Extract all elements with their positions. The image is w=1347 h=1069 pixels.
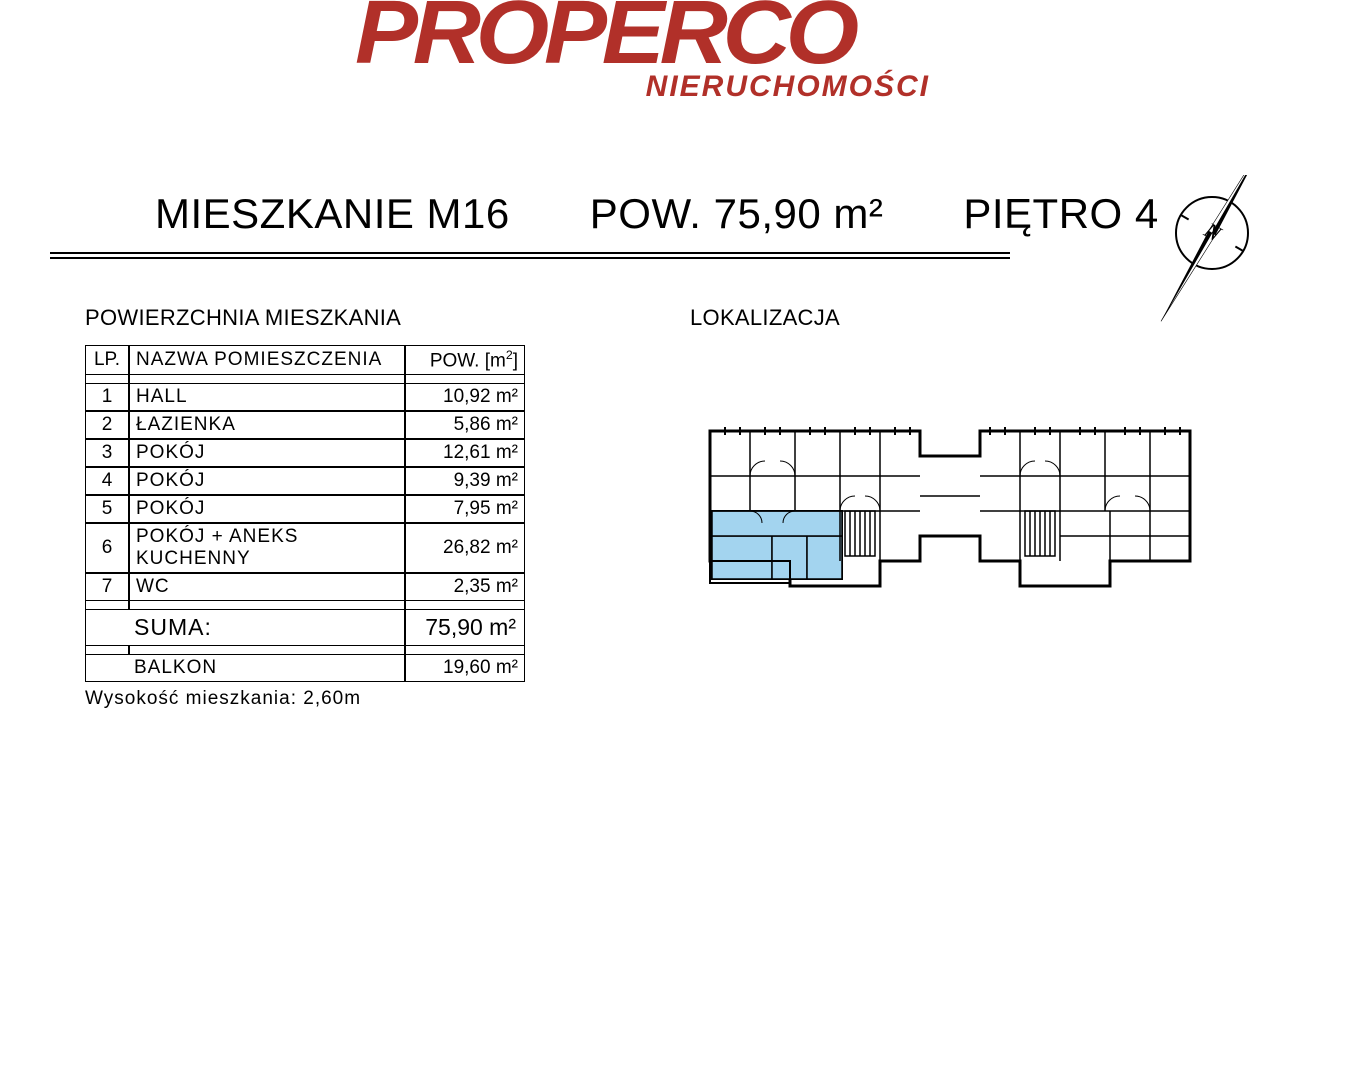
brand-name: PROPERCO <box>355 0 985 72</box>
sum-row: SUMA: 75,90 m² <box>85 609 525 646</box>
col-pow: POW. [m2] <box>405 345 525 375</box>
floorplan-diagram <box>690 391 1210 601</box>
location-section: LOKALIZACJA <box>690 305 1240 601</box>
area-label: POW. 75,90 m² <box>590 190 884 238</box>
col-name: NAZWA POMIESZCZENIA <box>129 345 405 375</box>
rooms-table: LP. NAZWA POMIESZCZENIA POW. [m2] 1HALL1… <box>85 345 525 682</box>
sum-value: 75,90 m² <box>405 609 525 646</box>
area-section-title: POWIERZCHNIA MIESZKANIA <box>85 305 535 331</box>
table-row: 4POKÓJ9,39 m² <box>85 467 525 495</box>
table-header-row: LP. NAZWA POMIESZCZENIA POW. [m2] <box>85 345 525 375</box>
balcony-label: BALKON <box>85 654 405 682</box>
header-divider <box>50 252 1010 259</box>
table-row: 6POKÓJ + ANEKS KUCHENNY26,82 m² <box>85 523 525 573</box>
sum-label: SUMA: <box>85 609 405 646</box>
table-row: 5POKÓJ7,95 m² <box>85 495 525 523</box>
table-row: 3POKÓJ12,61 m² <box>85 439 525 467</box>
brand-logo: PROPERCO NIERUCHOMOŚCI <box>370 0 970 104</box>
col-lp: LP. <box>85 345 129 375</box>
unit-label: MIESZKANIE M16 <box>155 190 510 238</box>
table-row: 2ŁAZIENKA5,86 m² <box>85 411 525 439</box>
location-section-title: LOKALIZACJA <box>690 305 1240 331</box>
height-note: Wysokość mieszkania: 2,60m <box>85 688 535 710</box>
balcony-row: BALKON 19,60 m² <box>85 654 525 682</box>
area-section: POWIERZCHNIA MIESZKANIA LP. NAZWA POMIES… <box>85 305 535 710</box>
table-row: 7WC2,35 m² <box>85 573 525 601</box>
table-row: 1HALL10,92 m² <box>85 383 525 411</box>
header-row: MIESZKANIE M16 POW. 75,90 m² PIĘTRO 4 <box>50 190 1297 238</box>
balcony-value: 19,60 m² <box>405 654 525 682</box>
